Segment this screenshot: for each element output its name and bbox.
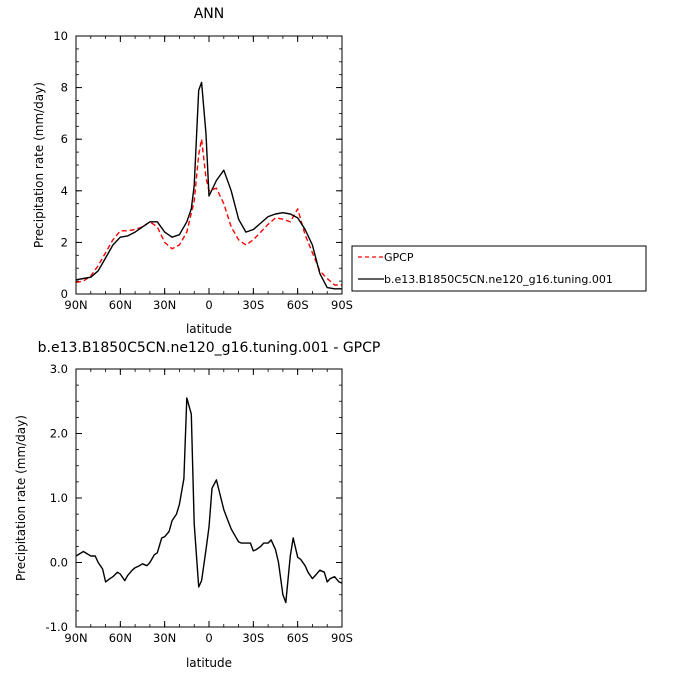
x-tick-label: 30N — [153, 298, 176, 312]
difference-panel: b.e13.B1850C5CN.ne120_g16.tuning.001 - G… — [14, 340, 380, 670]
x-tick-label: 60N — [109, 631, 132, 645]
chart-title: ANN — [194, 6, 225, 22]
legend-label-model: b.e13.B1850C5CN.ne120_g16.tuning.001 — [384, 273, 613, 286]
plot-frame — [75, 35, 343, 295]
x-axis-label: latitude — [186, 656, 232, 670]
y-tick-label: 1.0 — [50, 491, 68, 505]
mean-precip-panel: ANN latitude Precipitation rate (mm/day)… — [32, 6, 353, 336]
y-tick-label: 6 — [61, 132, 68, 146]
y-tick-label: 10 — [53, 29, 68, 43]
tick-layer: 90N 60N 30N 0 30S 60S 90S 0 2 4 6 8 10 — [53, 29, 353, 312]
x-tick-label: 60S — [287, 298, 309, 312]
series-line-b-e13-b1850c5cn-ne120-g16-tuning-001 — [75, 81, 342, 290]
x-tick-label: 30S — [242, 298, 264, 312]
legend-label-gpcp: GPCP — [384, 251, 414, 264]
legend-box — [351, 245, 647, 292]
x-tick-label: 0 — [205, 298, 212, 312]
y-tick-label: -1.0 — [46, 620, 68, 634]
x-tick-label: 60S — [287, 631, 309, 645]
y-tick-label: 4 — [61, 184, 68, 198]
x-tick-label: 30S — [242, 631, 264, 645]
x-tick-label: 0 — [205, 631, 212, 645]
plot-frame — [75, 368, 343, 628]
y-tick-label: 2.0 — [50, 427, 68, 441]
x-tick-label: 90N — [64, 298, 87, 312]
y-tick-label: 8 — [61, 81, 68, 95]
y-tick-label: 0.0 — [50, 556, 68, 570]
x-tick-label: 60N — [109, 298, 132, 312]
x-tick-label: 90S — [331, 631, 353, 645]
x-tick-label: 90S — [331, 298, 353, 312]
x-axis-label: latitude — [186, 322, 232, 336]
series-line-difference — [75, 397, 343, 604]
y-axis-label: Precipitation rate (mm/day) — [14, 415, 28, 581]
series-line-gpcp — [75, 138, 342, 286]
y-tick-label: 0 — [61, 287, 68, 301]
series-layer — [75, 397, 343, 604]
x-tick-label: 90N — [64, 631, 87, 645]
x-tick-label: 30N — [153, 631, 176, 645]
tick-layer: 90N 60N 30N 0 30S 60S 90S -1.0 0.0 1.0 2.0 3.0 — [46, 362, 353, 645]
y-tick-label: 3.0 — [50, 362, 68, 376]
legend: GPCP b.e13.B1850C5CN.ne120_g16.tuning.00… — [351, 245, 647, 292]
y-tick-label: 2 — [61, 235, 68, 249]
y-axis-label: Precipitation rate (mm/day) — [32, 82, 46, 248]
series-layer — [75, 81, 342, 290]
difference-title: b.e13.B1850C5CN.ne120_g16.tuning.001 - G… — [38, 340, 381, 356]
